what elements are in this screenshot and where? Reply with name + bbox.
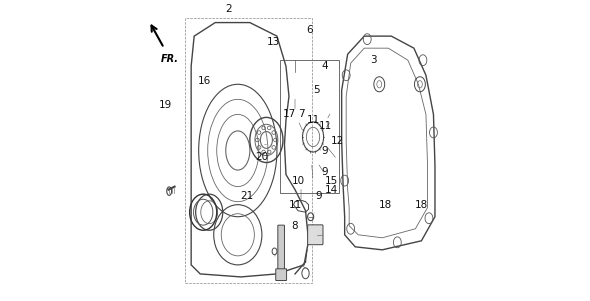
- Text: 8: 8: [291, 221, 299, 231]
- Text: 10: 10: [291, 175, 304, 186]
- Text: 19: 19: [159, 100, 172, 110]
- Text: 12: 12: [330, 136, 344, 147]
- Text: 11: 11: [306, 115, 320, 126]
- Text: 5: 5: [313, 85, 319, 95]
- Text: 2: 2: [225, 4, 232, 14]
- Text: 14: 14: [324, 185, 337, 195]
- Text: 9: 9: [316, 191, 322, 201]
- Text: 21: 21: [240, 191, 254, 201]
- Text: 18: 18: [415, 200, 428, 210]
- Text: 15: 15: [324, 175, 337, 186]
- Text: 7: 7: [298, 109, 304, 119]
- FancyBboxPatch shape: [278, 225, 284, 281]
- FancyBboxPatch shape: [276, 269, 287, 281]
- Text: 16: 16: [198, 76, 211, 86]
- Text: 20: 20: [255, 151, 268, 162]
- Text: 13: 13: [267, 37, 281, 47]
- Text: 9: 9: [322, 145, 329, 156]
- Text: 11: 11: [319, 121, 332, 132]
- Text: 9: 9: [322, 166, 329, 177]
- Text: 11: 11: [289, 200, 301, 210]
- Text: 6: 6: [307, 25, 313, 35]
- Text: 3: 3: [370, 55, 376, 65]
- Text: FR.: FR.: [160, 54, 178, 64]
- FancyBboxPatch shape: [307, 225, 323, 245]
- Text: 17: 17: [283, 109, 296, 119]
- Text: 4: 4: [322, 61, 329, 71]
- Text: 18: 18: [379, 200, 392, 210]
